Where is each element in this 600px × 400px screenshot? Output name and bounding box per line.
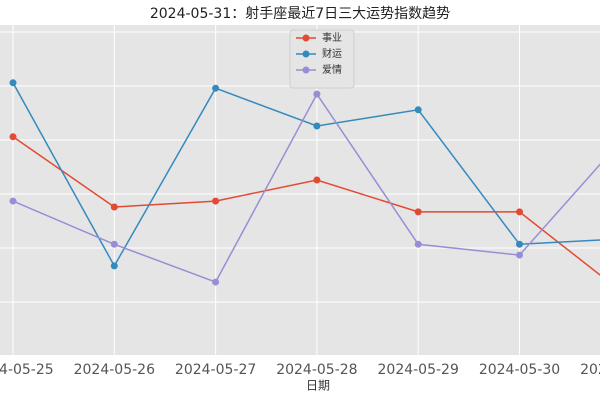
x-tick-label: 2024-05-27 (175, 362, 256, 378)
point (414, 208, 422, 216)
x-tick-label: 2024-05-30 (479, 362, 560, 378)
legend-marker (302, 50, 310, 58)
legend-marker (302, 66, 310, 74)
x-axis-label: 日期 (306, 379, 330, 393)
point (414, 240, 422, 248)
point (212, 84, 220, 92)
legend-label: 爱情 (322, 63, 342, 76)
legend-label: 事业 (322, 31, 342, 44)
point (9, 133, 17, 141)
point (313, 90, 321, 98)
x-tick-label: 2024-05-31 (580, 362, 600, 378)
point (212, 197, 220, 205)
point (516, 240, 523, 248)
point (516, 251, 523, 259)
point (110, 203, 118, 211)
x-tick-label: 2024-05-29 (378, 362, 459, 378)
legend-marker (302, 34, 310, 42)
legend-label: 财运 (322, 47, 342, 60)
x-tick-label: 2024-05-26 (74, 362, 155, 378)
point (110, 262, 118, 270)
x-tick-label: 2024-05-25 (0, 362, 54, 378)
chart-title: 2024-05-31：射手座最近7日三大运势指数趋势 (150, 6, 450, 22)
x-tick-label: 2024-05-28 (276, 362, 357, 378)
point (212, 278, 220, 286)
point (313, 176, 321, 184)
point (9, 79, 17, 87)
point (414, 106, 422, 114)
point (9, 197, 17, 205)
point (313, 122, 321, 130)
point (110, 240, 118, 248)
point (516, 208, 523, 216)
